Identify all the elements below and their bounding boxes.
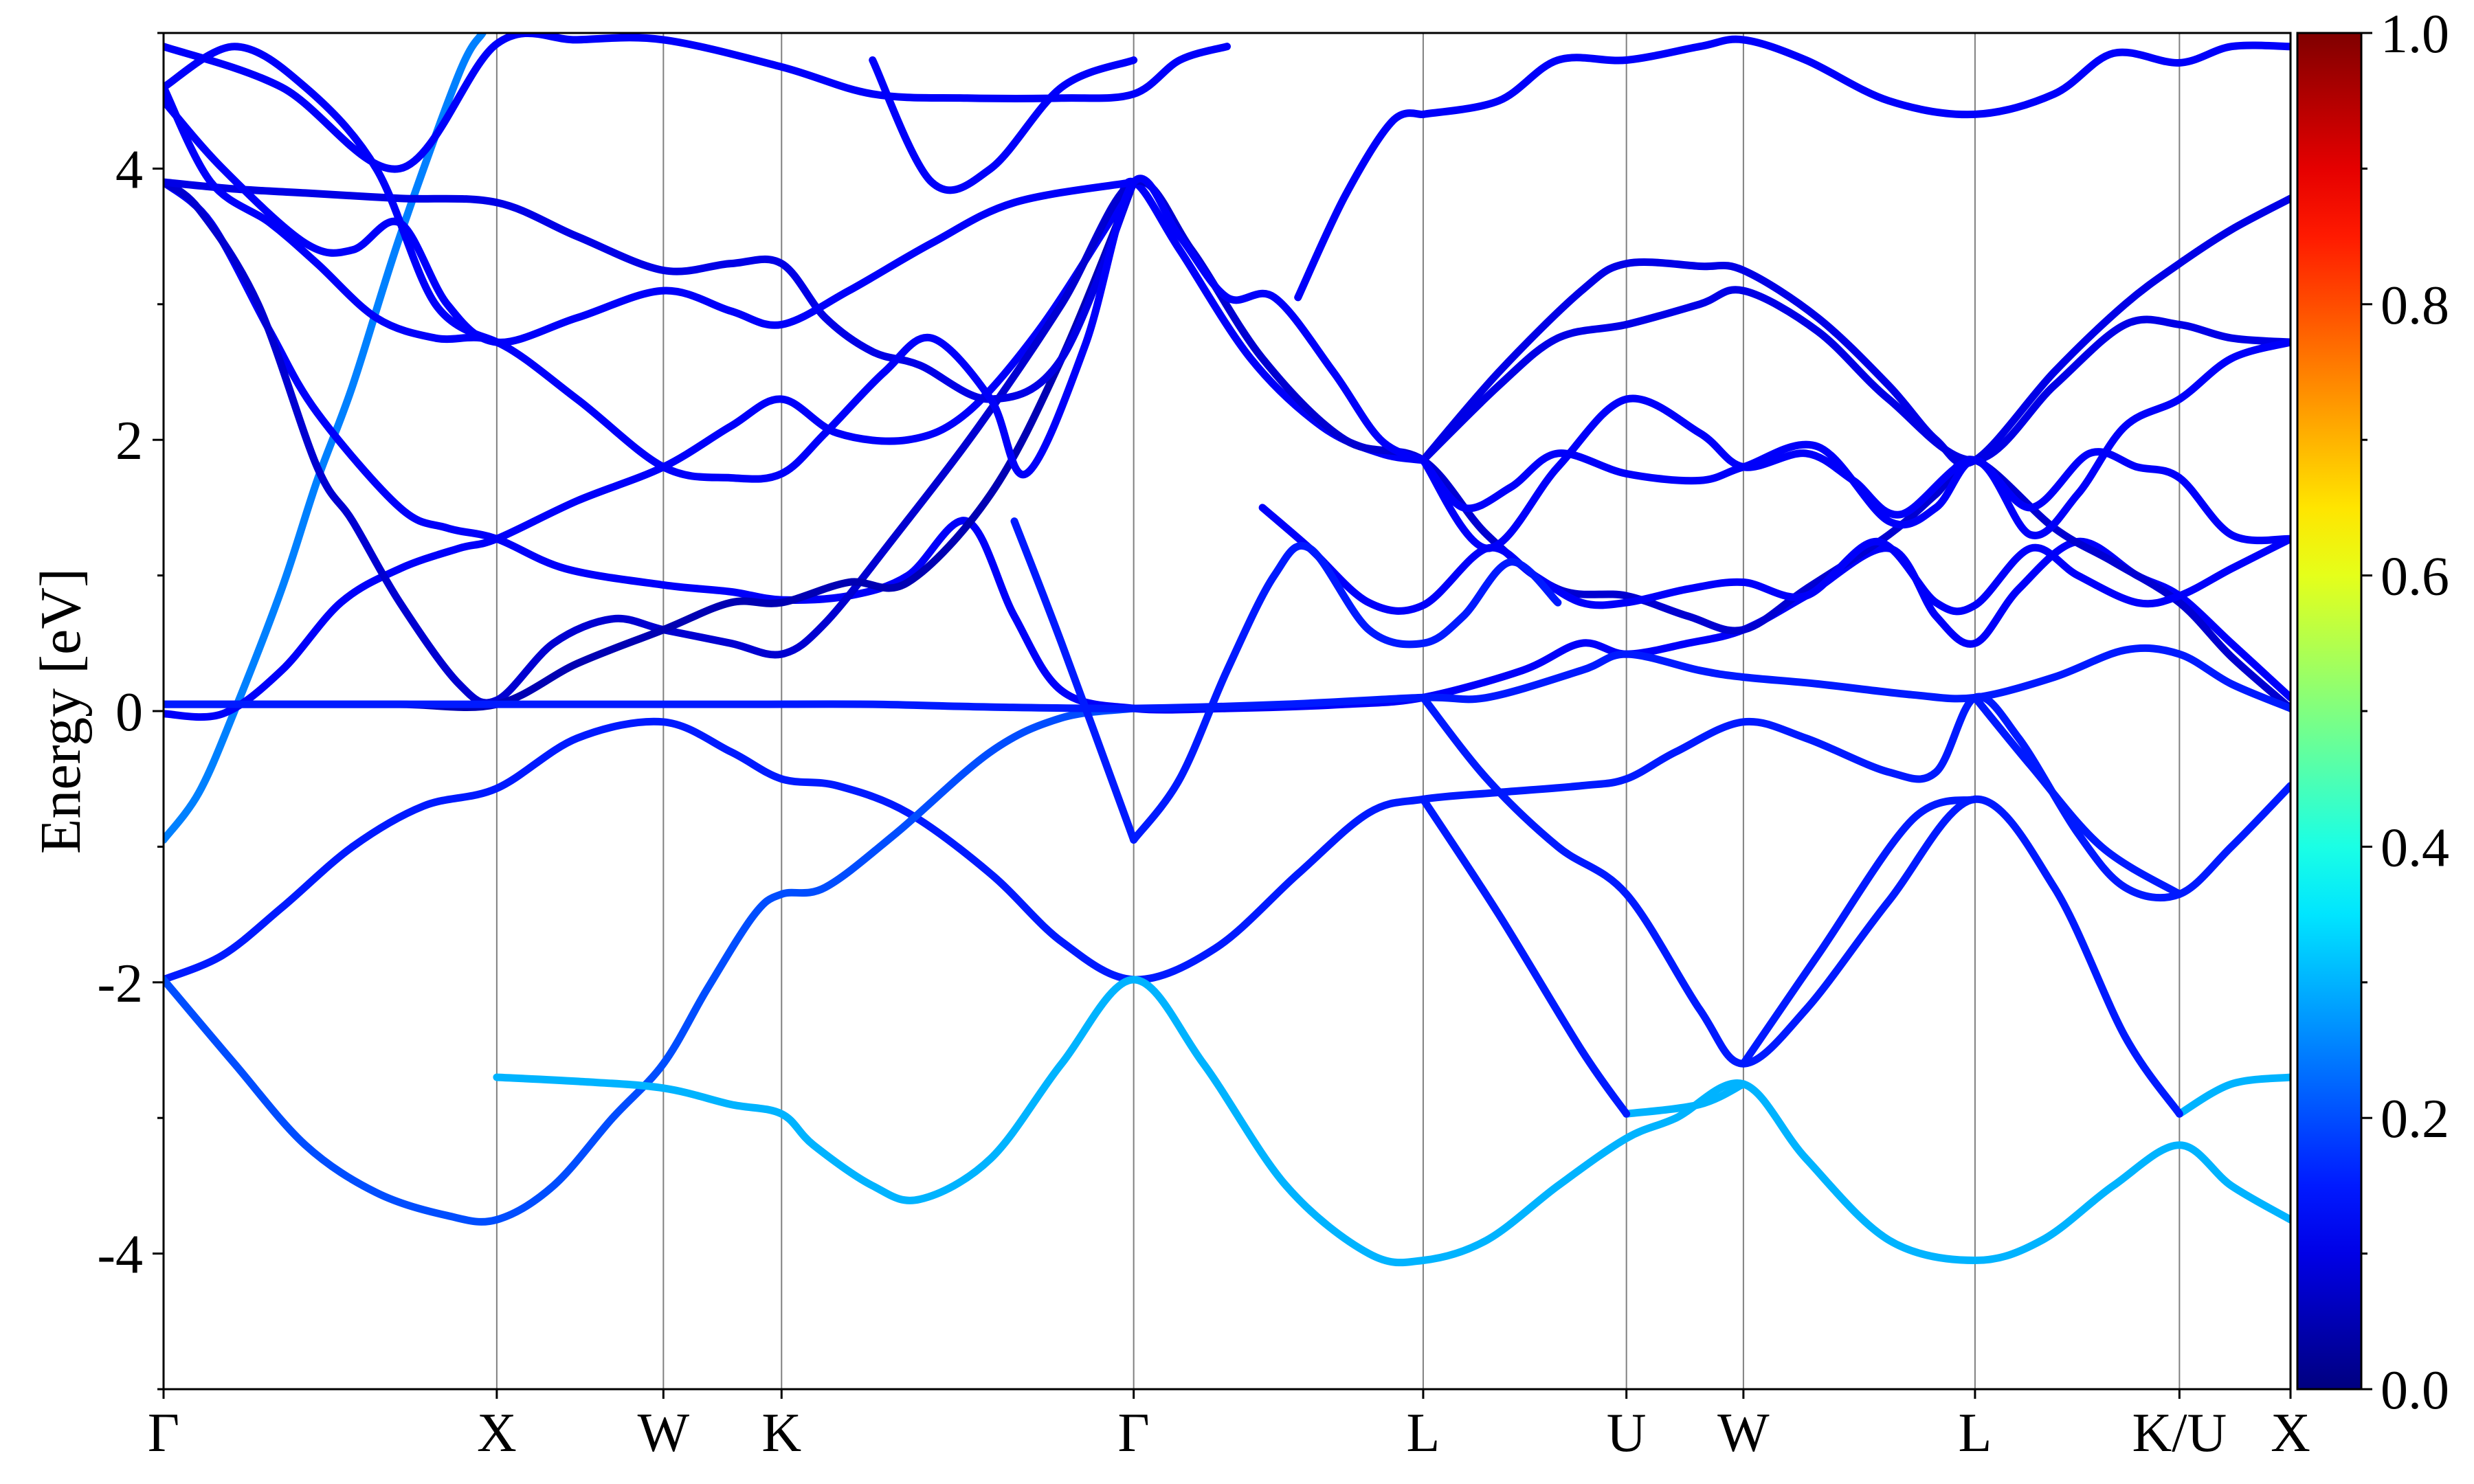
- band-line: [869, 56, 1138, 194]
- y-axis-label: Energy [eV]: [29, 568, 93, 854]
- band-line: [164, 33, 1231, 173]
- band-line: [1419, 194, 2291, 468]
- x-tick-label: L: [1406, 1403, 1440, 1463]
- band-line: [1010, 517, 1138, 844]
- band-line: [1294, 109, 1427, 302]
- colorbar-tick-label: 0.2: [2381, 1089, 2449, 1149]
- y-axis-ticks: 4 2 0 -2 -4: [97, 32, 164, 1391]
- band-line: [164, 43, 501, 346]
- x-tick-label: W: [1717, 1403, 1770, 1463]
- band-lines: [164, 33, 2291, 1267]
- kpoint-gridlines: [495, 33, 2181, 1389]
- band-line: [164, 178, 2291, 714]
- band-line: [1419, 440, 2291, 545]
- band-line: [1419, 693, 2183, 1118]
- x-tick-label: X: [2271, 1403, 2310, 1463]
- x-tick-label: L: [1958, 1403, 1992, 1463]
- x-tick-label: U: [1607, 1403, 1647, 1463]
- colorbar-tick-label: 0.6: [2381, 547, 2449, 607]
- x-tick-label: W: [638, 1403, 690, 1463]
- colorbar-tick-label: 0.8: [2381, 276, 2449, 336]
- band-line: [164, 693, 2291, 984]
- x-tick-label: Γ: [1118, 1403, 1150, 1463]
- y-tick-label: 2: [115, 411, 143, 471]
- x-tick-label: K/U: [2132, 1403, 2227, 1463]
- band-line: [1971, 693, 2183, 898]
- band-line: [164, 83, 1427, 483]
- band-line: [164, 177, 1427, 721]
- band-line: [1739, 795, 1979, 1068]
- band-line: [2175, 1073, 2291, 1118]
- band-line: [1419, 35, 2291, 119]
- band-line: [164, 177, 2291, 712]
- x-tick-label: K: [761, 1403, 801, 1463]
- y-tick-label: 0: [115, 682, 143, 743]
- y-tick-label: -4: [97, 1225, 143, 1285]
- band-line: [1419, 795, 1631, 1118]
- band-line: [1623, 1080, 1748, 1118]
- y-tick-label: -2: [97, 954, 143, 1014]
- y-tick-label: 4: [115, 139, 143, 200]
- band-line: [1258, 504, 2291, 616]
- band-line: [164, 704, 1138, 1226]
- x-tick-label: X: [477, 1403, 517, 1463]
- x-tick-label: Γ: [148, 1403, 179, 1463]
- band-line: [493, 976, 2291, 1267]
- colorbar-tick-label: 0.4: [2381, 818, 2449, 878]
- colorbar-tick-label: 0.0: [2381, 1360, 2449, 1421]
- colorbar-ticks: 0.0 0.2 0.4 0.6 0.8 1.0: [2361, 4, 2449, 1421]
- band-line: [164, 97, 1138, 346]
- band-line: [1419, 286, 2291, 464]
- colorbar: [2296, 32, 2363, 1391]
- colorbar-tick-label: 1.0: [2381, 4, 2449, 65]
- x-axis-ticks: Γ X W K Γ L U W L K/U X: [148, 1389, 2310, 1463]
- band-line: [1130, 541, 1562, 844]
- band-line: [1419, 338, 2291, 552]
